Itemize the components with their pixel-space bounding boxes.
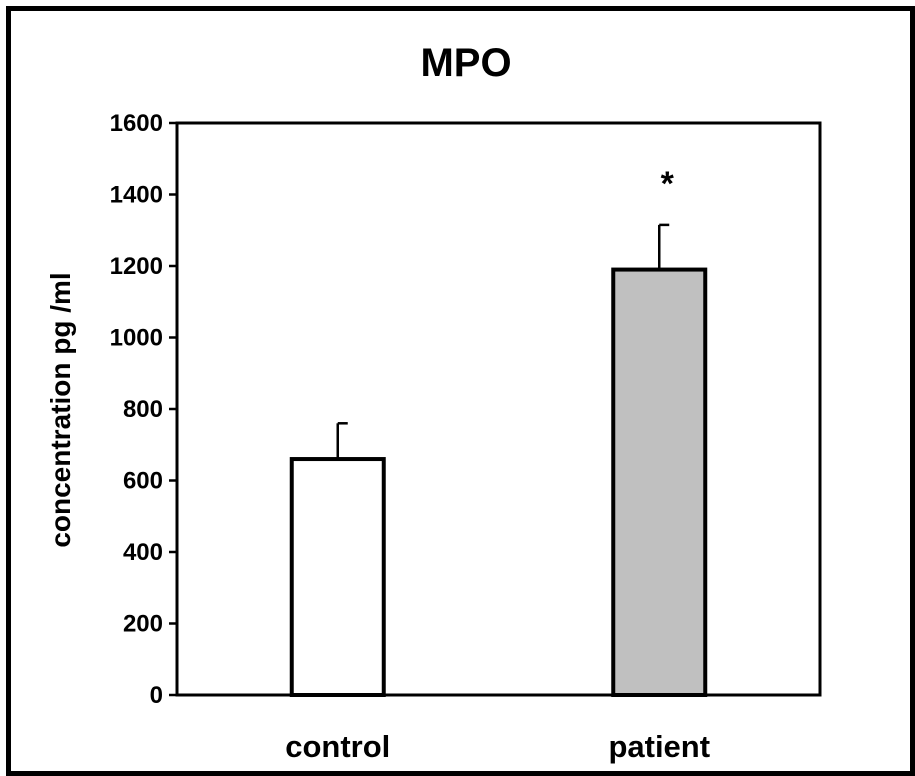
y-axis-label: concentration pg /ml — [45, 272, 76, 547]
y-tick-label: 1000 — [110, 325, 163, 352]
bar-control — [289, 457, 386, 697]
bar-patient — [611, 267, 708, 697]
plot-area: 0 200 400 600 800 1000 1200 1400 1600 control pati… — [110, 110, 822, 764]
chart-frame — [6, 6, 915, 776]
y-tick-label: 0 — [150, 682, 163, 709]
y-tick-label: 400 — [123, 539, 163, 566]
y-tick-label: 800 — [123, 396, 163, 423]
y-tick-label: 600 — [123, 468, 163, 495]
y-tick-label: 1400 — [110, 182, 163, 209]
y-tick-label: 200 — [123, 611, 163, 638]
chart-title: MPO — [420, 41, 511, 85]
plot-border — [175, 121, 822, 697]
y-tick-label: 1200 — [110, 253, 163, 280]
x-category-label: patient — [608, 729, 710, 764]
significance-annotation: * — [661, 165, 675, 203]
x-category-label: control — [285, 729, 390, 764]
y-tick-label: 1600 — [110, 110, 163, 137]
